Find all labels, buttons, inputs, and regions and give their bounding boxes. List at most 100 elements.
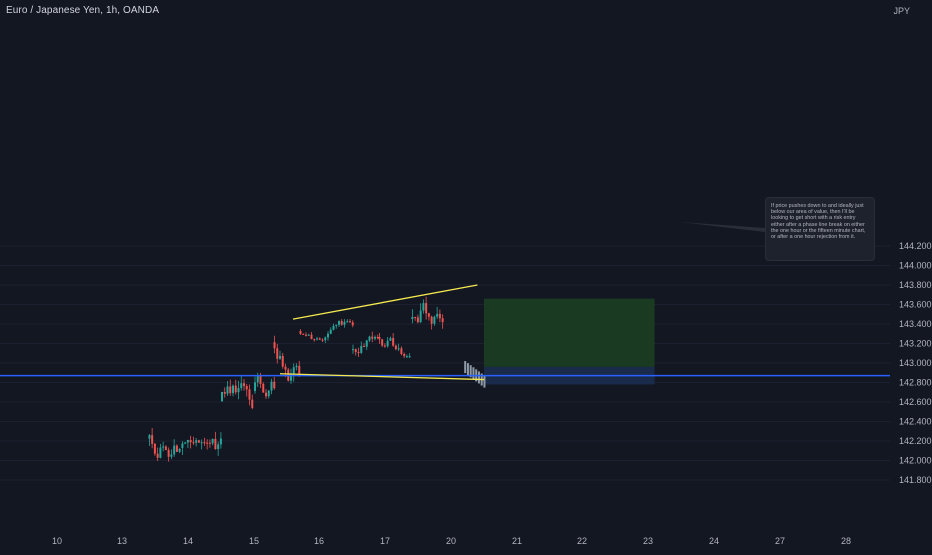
time-tick-label: 14 [183, 536, 193, 546]
annotation-text: If price pushes down to and ideally just… [771, 203, 866, 241]
time-tick-label: 21 [512, 536, 522, 546]
candle-up [267, 390, 270, 397]
candle-down [167, 449, 170, 457]
price-axis[interactable]: 144.200 144.000 143.800 143.600 143.400 143.2… [899, 241, 932, 485]
candle-down [156, 453, 159, 458]
candle-up [368, 336, 371, 341]
candle-up [221, 391, 223, 402]
price-tick-label: 144.200 [899, 241, 932, 251]
candle-up [352, 349, 354, 351]
candle-up [219, 438, 222, 445]
candle-up [159, 447, 162, 458]
candle-up [411, 316, 414, 320]
candle-up [254, 382, 256, 392]
candle-down [383, 345, 386, 347]
time-tick-label: 10 [52, 536, 62, 546]
candle-up [178, 448, 181, 452]
time-axis[interactable]: 10 13 14 15 16 17 20 21 22 23 24 27 28 [52, 536, 851, 546]
target-zone[interactable] [484, 298, 655, 367]
annotation-box[interactable]: If price pushes down to and ideally just… [765, 197, 875, 261]
candle-up [365, 340, 368, 347]
time-tick-label: 27 [775, 536, 785, 546]
candle-up [181, 443, 184, 448]
candle-up [162, 446, 165, 448]
candle-up [240, 383, 243, 389]
time-tick-label: 22 [577, 536, 587, 546]
price-tick-label: 143.600 [899, 300, 932, 310]
position-zones[interactable] [484, 298, 655, 385]
candle-down [223, 391, 226, 394]
candle-up [217, 444, 220, 450]
candle-up [386, 340, 389, 347]
candle-down [208, 442, 211, 444]
candle-up [226, 386, 229, 394]
price-tick-label: 143.000 [899, 358, 932, 368]
symbol-title[interactable]: Euro / Japanese Yen, 1h, OANDA [6, 5, 160, 16]
candle-down [425, 303, 428, 314]
candle-down [302, 333, 305, 335]
candle-up [295, 365, 298, 368]
candle-up [316, 338, 318, 340]
candle-up [422, 303, 425, 311]
drawings[interactable] [0, 222, 890, 381]
candle-up [327, 333, 329, 338]
candle-up [173, 445, 176, 455]
candle-down [438, 313, 441, 319]
candle-up [237, 388, 240, 393]
price-tick-label: 143.200 [899, 339, 932, 349]
time-tick-label: 13 [117, 536, 127, 546]
time-tick-label: 20 [446, 536, 456, 546]
candle-down [441, 318, 444, 323]
candle-up [211, 438, 214, 444]
candles [148, 296, 486, 462]
candle-up [360, 345, 363, 353]
candle-up [170, 454, 173, 457]
candle-down [427, 313, 430, 317]
candle-up [433, 316, 436, 324]
candle-down [363, 345, 365, 347]
time-tick-label: 16 [314, 536, 324, 546]
candle-up [408, 356, 411, 358]
candle-down [416, 317, 419, 323]
candle-down [284, 366, 287, 370]
annotation-pointer [680, 222, 765, 232]
candle-down [153, 443, 156, 454]
candle-down [340, 321, 343, 325]
candle-down [234, 385, 237, 393]
projected-bar [466, 363, 469, 376]
price-tick-label: 142.600 [899, 397, 932, 407]
candle-up [200, 442, 203, 444]
candle-down [276, 348, 279, 359]
projected-bar [472, 367, 475, 380]
candle-down [281, 355, 284, 367]
candle-down [357, 352, 360, 354]
lower-trendline[interactable] [279, 373, 485, 381]
projected-bar [464, 361, 467, 374]
time-tick-label: 28 [841, 536, 851, 546]
price-tick-label: 142.000 [899, 456, 932, 466]
candle-down [313, 339, 316, 341]
currency-label: JPY [893, 6, 910, 16]
candle-up [184, 442, 187, 444]
upper-trendline[interactable] [292, 284, 478, 320]
projected-bar [469, 365, 472, 378]
candle-down [354, 349, 357, 353]
candle-up [346, 321, 349, 323]
candle-down [371, 336, 374, 339]
projected-bar [483, 375, 486, 388]
candle-down [403, 353, 406, 357]
candle-down [206, 442, 209, 444]
candle-up [324, 337, 327, 341]
candle-down [318, 338, 321, 340]
price-tick-label: 141.800 [899, 475, 932, 485]
candle-down [192, 442, 195, 444]
candle-up [195, 440, 198, 443]
candle-down [299, 331, 302, 334]
candle-up [279, 355, 281, 359]
candle-down [349, 321, 351, 323]
candle-down [151, 435, 154, 444]
candle-up [232, 385, 234, 394]
time-tick-label: 15 [249, 536, 259, 546]
